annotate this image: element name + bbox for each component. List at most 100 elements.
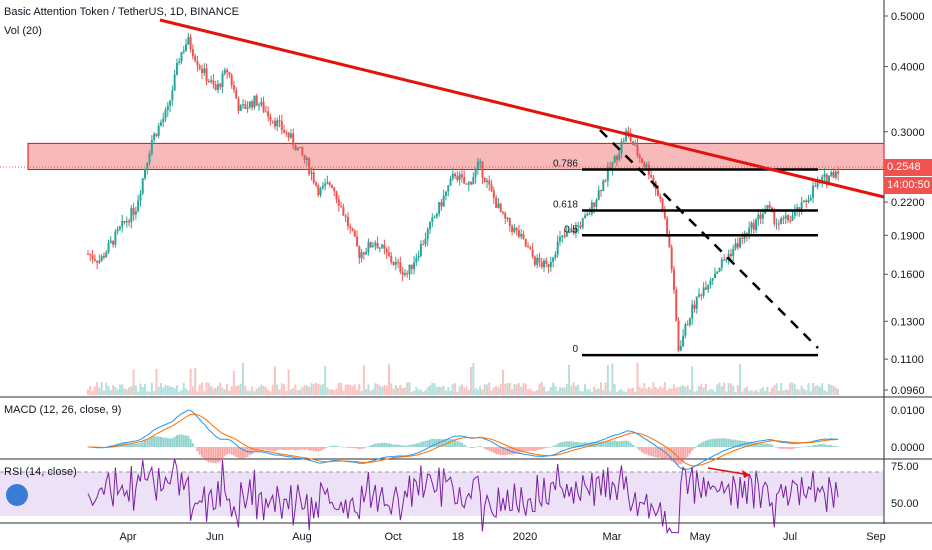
macd-hist-bar <box>565 441 568 447</box>
macd-hist-bar <box>793 447 796 449</box>
macd-hist-bar <box>417 442 420 447</box>
candle-body <box>324 183 327 186</box>
volume-bar <box>579 390 582 395</box>
candle-body <box>403 273 406 275</box>
candle-body <box>784 215 787 219</box>
candle-body <box>814 185 817 187</box>
candle-body <box>714 273 716 279</box>
macd-hist-bar <box>287 447 290 451</box>
volume-bar <box>372 389 374 395</box>
candle-body <box>538 257 541 263</box>
candle-body <box>597 190 600 200</box>
candle-body <box>709 280 712 286</box>
volume-bar <box>390 383 393 395</box>
macd-hist-bar <box>782 447 785 449</box>
macd-hist-bar <box>401 445 404 447</box>
volume-bar <box>620 388 623 395</box>
macd-hist-bar <box>501 447 504 456</box>
volume-bar <box>574 386 577 395</box>
time-tick-label: Aug <box>292 531 312 543</box>
macd-hist-bar <box>173 436 176 447</box>
macd-hist-bar <box>280 447 283 450</box>
symbol-title: Basic Attention Token / TetherUS, 1D, BI… <box>4 6 239 18</box>
macd-hist-bar <box>729 439 732 447</box>
candle-body <box>262 101 265 112</box>
candle-body <box>584 215 587 219</box>
macd-hist-bar <box>344 447 347 448</box>
macd-hist-bar <box>620 440 623 447</box>
candle-body <box>146 162 149 171</box>
candle-body <box>276 120 279 127</box>
candle-body <box>194 56 197 61</box>
candle-body <box>837 171 840 174</box>
macd-hist-bar <box>164 437 167 447</box>
macd-hist-bar <box>647 447 650 456</box>
macd-hist-bar <box>369 445 372 447</box>
volume-bar <box>353 384 356 395</box>
volume-bar <box>258 387 260 395</box>
volume-bar <box>362 365 365 395</box>
candle-body <box>374 242 377 246</box>
candle-body <box>620 141 623 154</box>
macd-hist-bar <box>296 447 299 451</box>
volume-bar <box>415 387 418 395</box>
macd-hist-bar <box>536 447 539 451</box>
volume-bar <box>367 384 370 395</box>
volume-bar <box>606 365 609 395</box>
candle-body <box>577 225 580 228</box>
price-tick-label: 0.1600 <box>891 269 925 281</box>
macd-hist-bar <box>283 447 286 451</box>
candle-body <box>155 133 158 136</box>
macd-hist-bar <box>828 445 830 447</box>
macd-hist-bar <box>657 447 659 458</box>
macd-hist-bar <box>397 444 400 447</box>
volume-bar <box>369 390 372 395</box>
candle-body <box>479 161 482 163</box>
volume-bar <box>305 385 308 395</box>
macd-hist-bar <box>410 444 413 447</box>
candle-body <box>604 180 607 182</box>
candle-body <box>294 145 297 151</box>
candle-body <box>533 256 536 265</box>
candle-body <box>219 83 222 88</box>
candle-body <box>112 240 115 245</box>
candle-body <box>791 215 794 222</box>
volume-bar <box>237 385 240 395</box>
candle-body <box>230 74 233 86</box>
volume-bar <box>668 388 671 395</box>
macd-hist-bar <box>748 441 751 447</box>
candle-body <box>173 74 176 91</box>
candle-body <box>474 168 477 177</box>
macd-hist-bar <box>757 442 760 447</box>
volume-bar <box>198 384 201 395</box>
macd-hist-bar <box>413 444 416 447</box>
volume-bar <box>221 387 224 395</box>
macd-hist-bar <box>506 447 509 455</box>
candle-body <box>531 249 534 257</box>
volume-bar <box>419 389 422 395</box>
macd-hist-bar <box>162 437 165 447</box>
candle-body <box>137 200 140 212</box>
volume-bar <box>590 391 593 395</box>
volume-bar <box>650 388 653 395</box>
candle-body <box>723 259 726 261</box>
volume-bar <box>495 386 498 395</box>
macd-hist-bar <box>739 440 742 447</box>
candle-body <box>433 216 436 218</box>
candle-body <box>481 161 484 178</box>
volume-bar <box>739 364 742 395</box>
volume-bar <box>299 389 302 395</box>
volume-bar <box>171 386 174 395</box>
macd-hist-bar <box>693 447 696 449</box>
macd-hist-bar <box>175 435 178 447</box>
candle-body <box>426 229 429 240</box>
macd-hist-bar <box>791 447 794 449</box>
macd-hist-bar <box>520 447 523 453</box>
candle-body <box>830 171 833 176</box>
macd-hist-bar <box>185 435 188 447</box>
macd-hist-bar <box>663 447 666 459</box>
volume-bar <box>533 391 536 395</box>
candle-body <box>460 174 463 178</box>
macd-hist-bar <box>570 441 573 447</box>
